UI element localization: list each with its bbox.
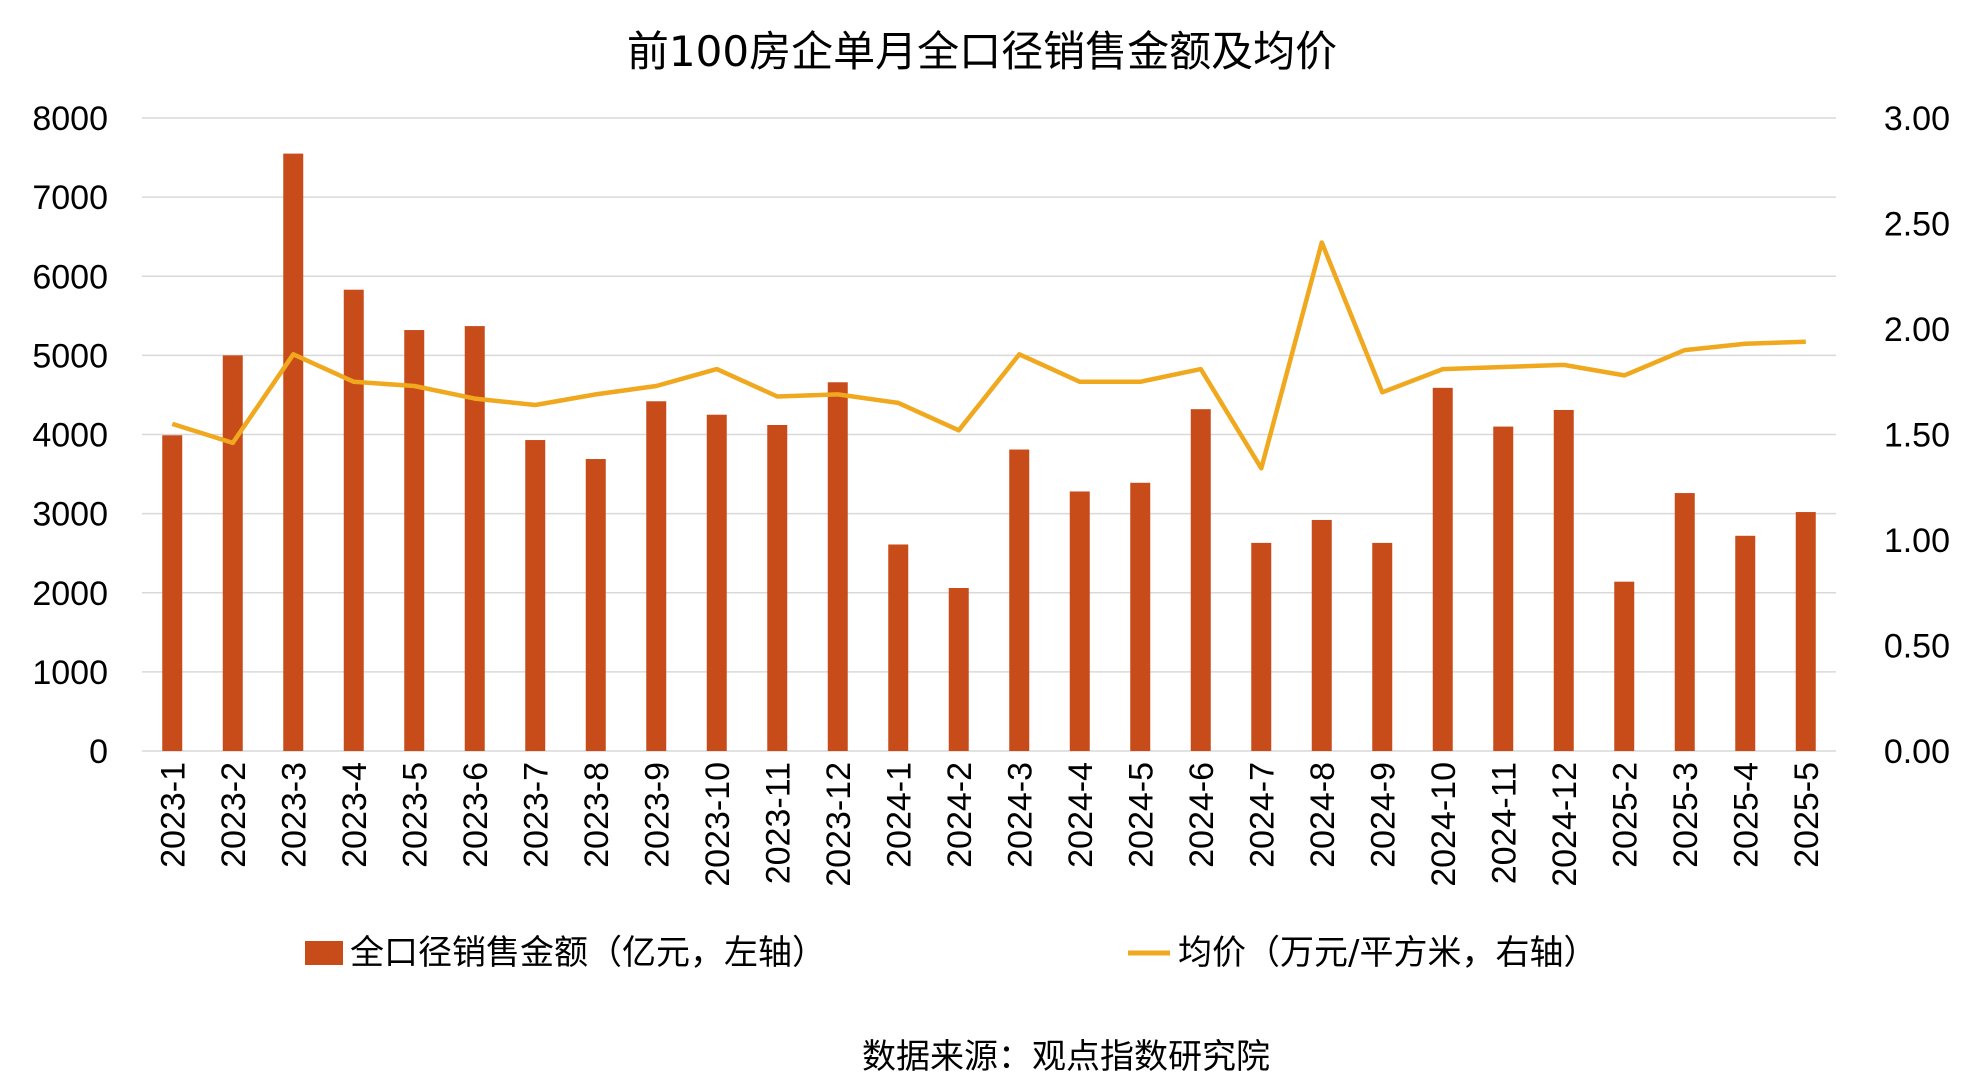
x-tick-label: 2024-2 xyxy=(941,762,979,868)
right-tick-label: 1.50 xyxy=(1884,417,1950,455)
right-tick-label: 2.50 xyxy=(1884,206,1950,244)
chart-title: 前100房企单月全口径销售金额及均价 xyxy=(627,27,1337,76)
legend-line-label: 均价（万元/平方米，右轴） xyxy=(1178,933,1597,973)
bar-series xyxy=(162,153,1816,751)
x-tick-label: 2024-3 xyxy=(1001,762,1039,868)
bar xyxy=(706,414,727,751)
x-tick-label: 2024-8 xyxy=(1304,762,1342,868)
x-tick-label: 2024-10 xyxy=(1425,762,1463,887)
left-tick-label: 8000 xyxy=(32,100,108,138)
bar xyxy=(464,326,485,751)
legend-bar-swatch xyxy=(305,941,343,965)
bar xyxy=(948,588,969,751)
left-tick-label: 1000 xyxy=(32,654,108,692)
x-tick-label: 2025-4 xyxy=(1727,762,1765,868)
x-tick-label: 2023-4 xyxy=(336,762,374,868)
bar xyxy=(1432,387,1453,751)
x-tick-label: 2024-6 xyxy=(1183,762,1221,868)
x-tick-label: 2023-7 xyxy=(517,762,555,868)
x-tick-label: 2023-5 xyxy=(396,762,434,868)
bar xyxy=(404,330,425,751)
x-tick-label: 2024-5 xyxy=(1122,762,1160,868)
x-tick-label: 2024-11 xyxy=(1485,762,1523,884)
bar xyxy=(1251,542,1272,751)
left-tick-label: 6000 xyxy=(32,258,108,296)
left-tick-label: 7000 xyxy=(32,179,108,217)
bar xyxy=(827,382,848,751)
bar xyxy=(1311,519,1332,751)
bar xyxy=(585,459,606,751)
left-axis-ticks: 0 1000 2000 3000 4000 5000 6000 7000 8000 xyxy=(32,100,108,771)
x-tick-label: 2024-12 xyxy=(1546,762,1584,887)
bar xyxy=(1009,449,1030,751)
average-price-line xyxy=(171,240,1806,471)
x-tick-label: 2024-7 xyxy=(1243,762,1281,868)
right-tick-label: 0.50 xyxy=(1884,628,1950,666)
bar xyxy=(1795,512,1816,751)
line-series xyxy=(171,240,1806,471)
bar xyxy=(1130,482,1151,751)
bar xyxy=(1190,409,1211,751)
bar xyxy=(162,435,183,751)
bar xyxy=(283,153,304,751)
x-tick-label: 2025-2 xyxy=(1606,762,1644,868)
bar xyxy=(1674,493,1695,751)
right-tick-label: 3.00 xyxy=(1884,100,1950,138)
bar xyxy=(1614,581,1635,751)
gridlines xyxy=(142,117,1836,752)
bar xyxy=(646,401,667,751)
x-tick-label: 2023-1 xyxy=(154,762,192,868)
right-tick-label: 1.00 xyxy=(1884,522,1950,560)
legend: 全口径销售金额（亿元，左轴） 均价（万元/平方米，右轴） xyxy=(305,933,1597,973)
data-source: 数据来源：观点指数研究院 xyxy=(862,1037,1270,1077)
bar xyxy=(767,425,788,751)
x-tick-label: 2023-12 xyxy=(820,762,858,887)
x-tick-label: 2023-2 xyxy=(215,762,253,868)
left-tick-label: 4000 xyxy=(32,417,108,455)
bar xyxy=(525,440,546,751)
legend-bar-label: 全口径销售金额（亿元，左轴） xyxy=(350,933,826,973)
bar xyxy=(343,289,364,751)
x-tick-label: 2024-9 xyxy=(1364,762,1402,868)
right-tick-label: 0.00 xyxy=(1884,733,1950,771)
bar xyxy=(888,544,909,751)
left-tick-label: 0 xyxy=(89,733,108,771)
left-tick-label: 2000 xyxy=(32,575,108,613)
left-tick-label: 5000 xyxy=(32,337,108,375)
bar xyxy=(1735,535,1756,751)
bar xyxy=(1493,426,1514,751)
x-tick-label: 2025-5 xyxy=(1788,762,1826,868)
x-tick-label: 2024-1 xyxy=(880,762,918,868)
bar xyxy=(222,355,243,751)
x-tick-label: 2025-3 xyxy=(1667,762,1705,868)
right-tick-label: 2.00 xyxy=(1884,311,1950,349)
right-axis-ticks: 0.00 0.50 1.00 1.50 2.00 2.50 3.00 xyxy=(1884,100,1950,771)
x-tick-label: 2023-11 xyxy=(759,762,797,884)
left-tick-label: 3000 xyxy=(32,496,108,534)
x-tick-label: 2023-10 xyxy=(699,762,737,887)
bar xyxy=(1553,409,1574,751)
bar xyxy=(1069,491,1090,751)
x-axis-ticks: 2023-1 2023-2 2023-3 2023-4 2023-5 2023-6 2023… xyxy=(154,762,1826,887)
bar xyxy=(1372,542,1393,751)
x-tick-label: 2023-9 xyxy=(638,762,676,868)
x-tick-label: 2023-6 xyxy=(457,762,495,868)
x-tick-label: 2023-3 xyxy=(275,762,313,868)
x-tick-label: 2023-8 xyxy=(578,762,616,868)
x-tick-label: 2024-4 xyxy=(1062,762,1100,868)
